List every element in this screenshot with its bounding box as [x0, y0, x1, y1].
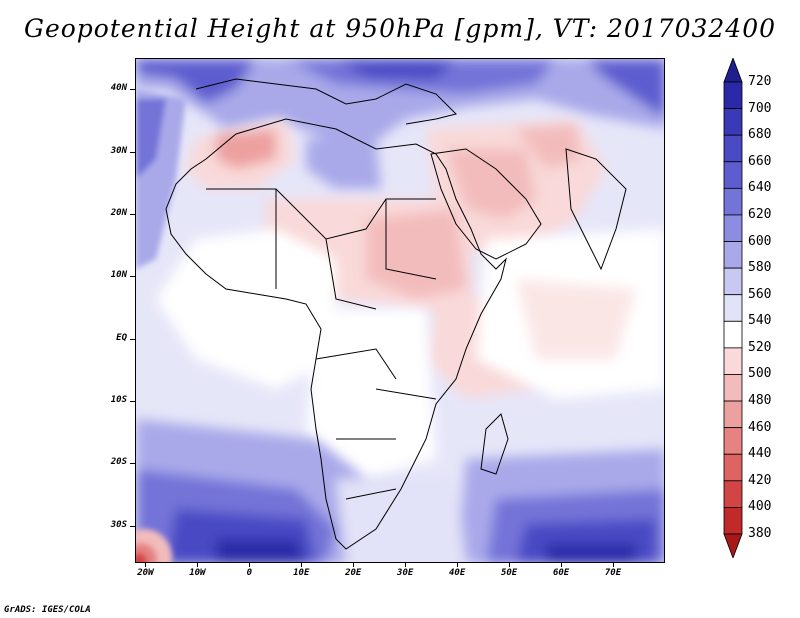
lat-tick [130, 276, 135, 278]
colorbar-level-label: 480 [748, 393, 772, 409]
shading-south-high [136, 419, 664, 562]
coastlines [165, 78, 627, 550]
grads-credit: GrADS: IGES/COLA [4, 605, 91, 615]
colorbar-swatch [723, 453, 743, 482]
lat-tick [130, 463, 135, 465]
lon-label: 10E [293, 568, 310, 578]
colorbar-swatch [723, 347, 743, 375]
colorbar-level-label: 640 [748, 180, 772, 196]
colorbar-swatch [723, 58, 743, 83]
colorbar-level-label: 580 [748, 260, 772, 276]
lon-label: 10W [189, 568, 206, 578]
colorbar [723, 58, 743, 558]
lat-label: 10N [110, 270, 127, 281]
lat-tick [130, 400, 135, 402]
lat-label: 30N [110, 145, 127, 156]
colorbar-level-label: 420 [748, 472, 772, 488]
lon-tick [249, 563, 251, 567]
map-panel [135, 58, 665, 563]
lat-label: 10S [110, 394, 127, 405]
colorbar-level-label: 460 [748, 419, 772, 435]
lon-tick [613, 563, 615, 567]
height-field-map [136, 59, 664, 562]
shading-west-atlantic [136, 89, 186, 269]
colorbar-level-label: 720 [748, 74, 772, 89]
colorbar-level-label: 400 [748, 499, 772, 515]
colorbar-swatch [723, 267, 743, 296]
lat-tick [130, 338, 135, 340]
lon-tick [145, 563, 147, 567]
lat-tick [130, 525, 135, 527]
lon-label: 60E [552, 568, 570, 578]
lon-tick [301, 563, 303, 567]
lat-label: 20S [110, 457, 127, 468]
colorbar-swatch [723, 507, 743, 535]
lat-label: 40N [110, 83, 127, 94]
colorbar-level-label: 660 [748, 153, 772, 169]
colorbar-swatch [723, 400, 743, 429]
colorbar-level-label: 380 [748, 526, 772, 541]
lon-label: 0 [246, 568, 253, 578]
colorbar-swatch [723, 533, 743, 558]
lat-label: 30S [110, 519, 127, 530]
colorbar-swatch [723, 427, 743, 455]
lon-label: 40E [449, 568, 466, 578]
colorbar-swatch [723, 108, 743, 136]
colorbar-swatch [723, 81, 743, 109]
lon-label: 30E [397, 568, 414, 578]
colorbar-level-label: 540 [748, 313, 772, 329]
lon-tick [457, 563, 459, 567]
colorbar-level-label: 600 [748, 233, 772, 249]
colorbar-level-label: 680 [748, 127, 772, 143]
lat-label: 20N [110, 207, 127, 218]
colorbar-swatch [723, 134, 743, 163]
colorbar-swatch [723, 480, 743, 508]
shading-north-low [136, 59, 664, 189]
colorbar-level-label: 520 [748, 339, 772, 355]
colorbar-swatch [723, 374, 743, 402]
colorbar-swatch [723, 187, 743, 216]
lat-tick [130, 89, 135, 91]
lon-tick [405, 563, 407, 567]
colorbar-swatch [723, 320, 743, 349]
lon-label: 50E [500, 568, 518, 578]
colorbar-swatch [723, 294, 743, 322]
colorbar-level-label: 560 [748, 286, 772, 302]
colorbar-swatch [723, 161, 743, 189]
colorbar-swatch [723, 214, 743, 242]
lon-tick [509, 563, 511, 567]
shading-southwest-low [136, 529, 172, 562]
lat-label: EQ [116, 332, 127, 343]
lon-tick [197, 563, 199, 567]
lon-tick [353, 563, 355, 567]
lat-tick [130, 213, 135, 215]
shading-equatorial [156, 229, 664, 479]
colorbar-swatch [723, 241, 743, 269]
lon-label: 20E [345, 568, 362, 578]
colorbar-level-label: 620 [748, 206, 772, 222]
lat-tick [130, 151, 135, 153]
colorbar-level-label: 440 [748, 446, 772, 462]
map-title: Geopotential Height at 950hPa [gpm], VT:… [23, 14, 777, 43]
lon-tick [561, 563, 563, 567]
colorbar-level-label: 500 [748, 366, 772, 382]
lon-label: 70E [604, 568, 622, 578]
colorbar-level-label: 700 [748, 100, 772, 116]
lon-label: 20W [137, 568, 154, 578]
